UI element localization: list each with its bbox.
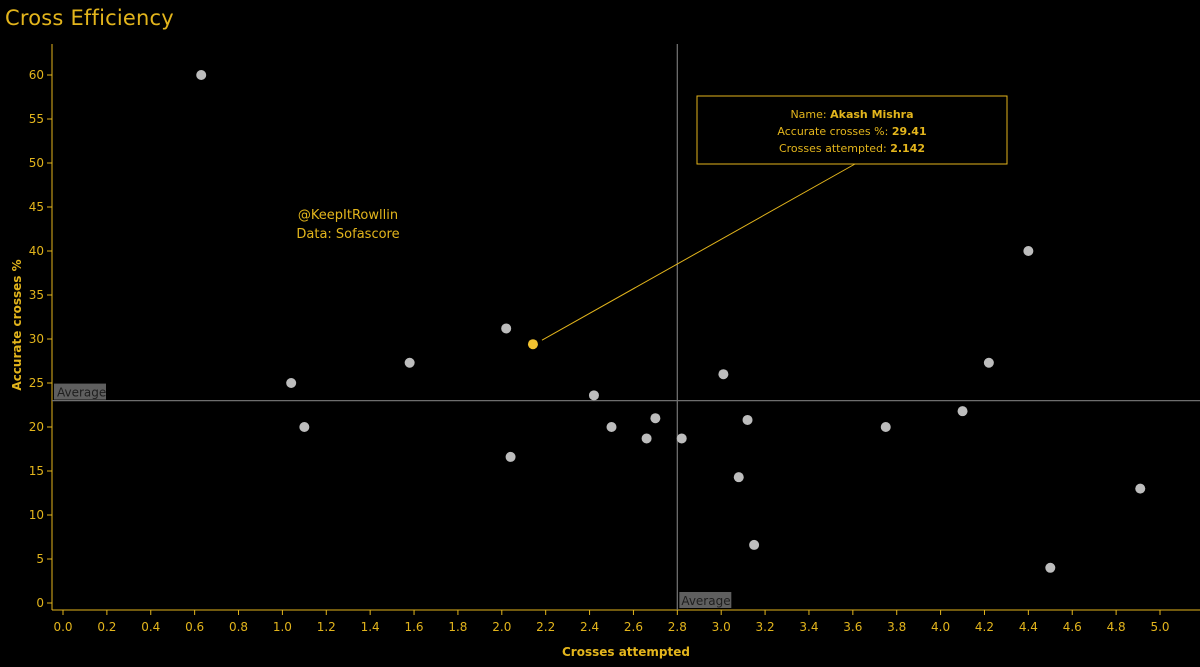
tooltip-name-value: Akash Mishra — [830, 108, 913, 121]
tooltip-accuracy: Accurate crosses %: 29.41 — [777, 125, 926, 138]
x-tick-label: 3.4 — [799, 620, 818, 634]
x-tick-label: 1.4 — [361, 620, 380, 634]
x-tick-label: 2.6 — [624, 620, 643, 634]
x-tick-label: 3.8 — [887, 620, 906, 634]
credit-source: Data: Sofascore — [296, 227, 399, 242]
x-tick-label: 4.6 — [1063, 620, 1082, 634]
credits: @KeepItRowllin Data: Sofascore — [296, 208, 399, 242]
data-point — [749, 539, 760, 550]
tooltip-attempts-label: Crosses attempted: — [779, 142, 887, 155]
data-point — [505, 451, 516, 462]
data-point — [606, 422, 617, 432]
highlight-point — [527, 339, 538, 350]
x-tick-label: 2.0 — [492, 620, 511, 634]
tooltip-attempts: Crosses attempted: 2.142 — [779, 142, 925, 155]
tooltip-box — [696, 95, 1008, 165]
x-tick-label: 0.0 — [53, 620, 72, 634]
data-point — [676, 433, 687, 444]
axes: 0.0 0.2 0.4 0.6 0.8 1.0 1.2 1.4 1.6 1.8 2.0 2.2 2.4 2… — [10, 44, 1200, 659]
data-point — [641, 433, 652, 444]
data-point — [1135, 483, 1146, 494]
y-tick-label: 50 — [29, 156, 44, 170]
y-tick-label: 30 — [29, 332, 44, 346]
x-tick-label: 0.2 — [97, 620, 116, 634]
data-point — [733, 472, 744, 483]
data-point — [404, 357, 415, 368]
data-point — [983, 357, 994, 368]
data-point — [742, 414, 753, 425]
y-axis-title: Accurate crosses % — [10, 259, 24, 390]
tooltip-leader-line — [541, 163, 856, 341]
x-tick-label: 1.6 — [404, 620, 423, 634]
x-tick-label: 0.8 — [229, 620, 248, 634]
tooltip-name-label: Name: — [790, 108, 826, 121]
y-tick-label: 60 — [29, 68, 44, 82]
y-tick-label: 20 — [29, 420, 44, 434]
credit-handle: @KeepItRowllin — [298, 208, 398, 223]
x-tick-label: 0.6 — [185, 620, 204, 634]
y-tick-label: 45 — [29, 200, 44, 214]
data-point — [880, 422, 891, 432]
data-point — [196, 70, 207, 80]
x-tick-label: 4.4 — [1019, 620, 1038, 634]
tooltip-attempts-value: 2.142 — [890, 142, 925, 155]
data-point — [299, 422, 310, 432]
x-average-label: Average — [681, 594, 730, 608]
reference-lines: Average Average — [52, 44, 1200, 610]
y-tick-label: 5 — [36, 552, 44, 566]
data-point — [588, 390, 599, 401]
data-point — [1023, 246, 1034, 256]
y-tick-label: 10 — [29, 508, 44, 522]
x-tick-label: 0.4 — [141, 620, 160, 634]
x-axis-title: Crosses attempted — [562, 645, 690, 659]
y-tick-label: 0 — [36, 596, 44, 610]
x-average-label-box — [679, 592, 732, 608]
x-tick-label: 2.2 — [536, 620, 555, 634]
x-tick-label: 5.0 — [1150, 620, 1169, 634]
tooltip-accuracy-value: 29.41 — [892, 125, 927, 138]
data-point — [1045, 562, 1056, 573]
x-tick-label: 1.8 — [448, 620, 467, 634]
x-tick-label: 3.6 — [843, 620, 862, 634]
tooltip-layer: Name: Akash Mishra Accurate crosses %: 2… — [541, 95, 1008, 341]
x-tick-label: 4.8 — [1107, 620, 1126, 634]
x-tick-label: 3.2 — [756, 620, 775, 634]
data-point — [957, 406, 968, 417]
tooltip-name: Name: Akash Mishra — [790, 108, 913, 121]
tooltip-accuracy-label: Accurate crosses %: — [777, 125, 888, 138]
x-tick-label: 4.2 — [975, 620, 994, 634]
chart-title: Cross Efficiency — [5, 6, 174, 30]
data-points — [196, 70, 1146, 573]
y-tick-label: 35 — [29, 288, 44, 302]
x-tick-label: 2.8 — [668, 620, 687, 634]
y-tick-label: 15 — [29, 464, 44, 478]
x-tick-label: 4.0 — [931, 620, 950, 634]
y-tick-label: 55 — [29, 112, 44, 126]
x-tick-label: 2.4 — [580, 620, 599, 634]
data-point — [718, 369, 729, 380]
x-tick-label: 1.0 — [273, 620, 292, 634]
y-average-label-box — [54, 383, 106, 400]
data-point — [650, 413, 661, 424]
y-tick-label: 25 — [29, 376, 44, 390]
x-tick-label: 1.2 — [317, 620, 336, 634]
data-point — [286, 378, 297, 388]
y-tick-label: 40 — [29, 244, 44, 258]
data-point — [501, 323, 512, 334]
y-average-label: Average — [57, 386, 106, 400]
x-tick-label: 3.0 — [712, 620, 731, 634]
